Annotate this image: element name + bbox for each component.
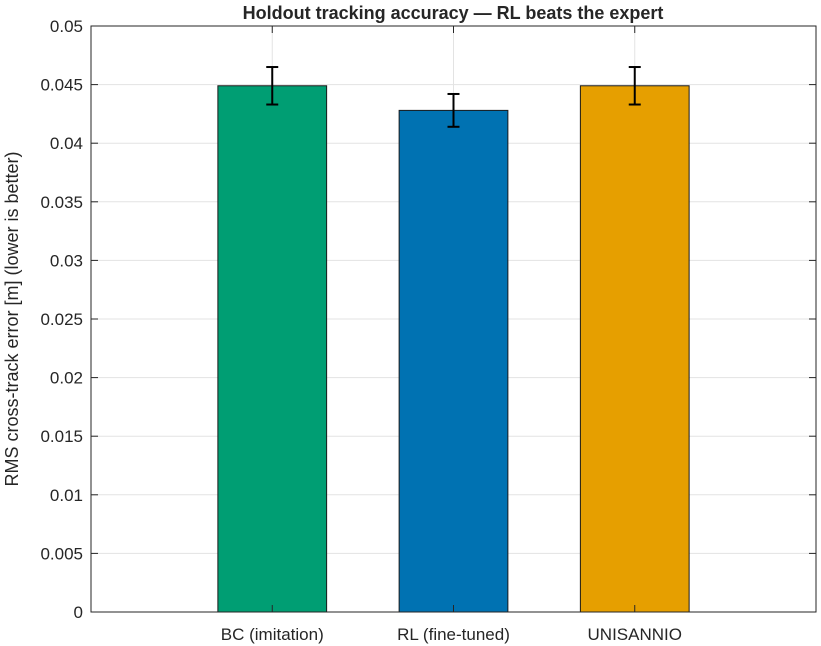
bars	[217, 85, 690, 613]
y-axis-ticks: 0 0.005 0.01 0.015 0.02 0.025 0.03 0.035 0.04 0.0…	[40, 17, 816, 622]
y-tick-label: 0	[74, 603, 83, 622]
error-bars	[266, 66, 641, 128]
x-tick-label: RL (fine-tuned)	[397, 625, 510, 644]
y-tick-label: 0.05	[50, 17, 83, 36]
chart-title: Holdout tracking accuracy — RL beats the…	[243, 3, 664, 23]
bar-1	[398, 109, 509, 613]
y-tick-label: 0.01	[50, 486, 83, 505]
bar-0	[217, 85, 328, 613]
x-tick-label: BC (imitation)	[221, 625, 324, 644]
y-axis-label: RMS cross-track error [m] (lower is bett…	[2, 151, 22, 486]
x-axis-ticks: BC (imitation) RL (fine-tuned) UNISANNIO	[221, 26, 682, 644]
y-tick-label: 0.025	[40, 310, 83, 329]
bar-2	[579, 85, 690, 613]
y-tick-label: 0.045	[40, 76, 83, 95]
y-tick-label: 0.03	[50, 251, 83, 270]
y-tick-label: 0.04	[50, 134, 83, 153]
y-tick-label: 0.005	[40, 544, 83, 563]
y-tick-label: 0.02	[50, 369, 83, 388]
y-tick-label: 0.015	[40, 427, 83, 446]
x-tick-label: UNISANNIO	[588, 625, 682, 644]
y-tick-label: 0.035	[40, 193, 83, 212]
